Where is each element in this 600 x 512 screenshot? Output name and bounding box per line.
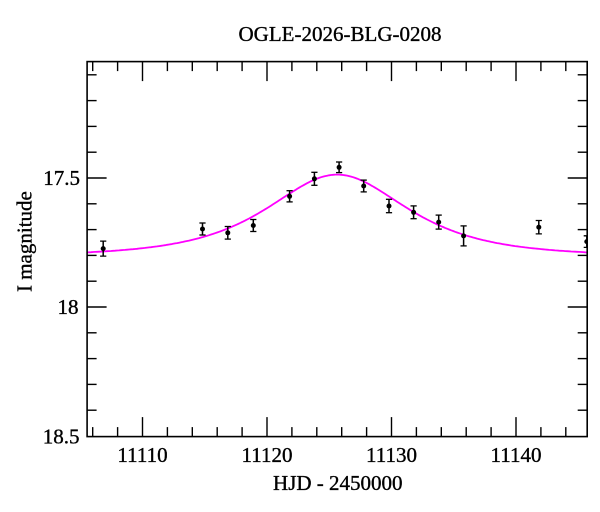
- svg-text:OGLE-2026-BLG-0208: OGLE-2026-BLG-0208: [239, 22, 442, 46]
- svg-text:17.5: 17.5: [43, 166, 80, 190]
- svg-text:18.5: 18.5: [43, 424, 80, 448]
- svg-text:11130: 11130: [366, 443, 417, 467]
- svg-text:11110: 11110: [117, 443, 167, 467]
- svg-text:11120: 11120: [242, 443, 293, 467]
- svg-text:I magnitude: I magnitude: [13, 191, 37, 292]
- svg-text:HJD - 2450000: HJD - 2450000: [273, 471, 403, 495]
- svg-text:18: 18: [58, 295, 79, 319]
- svg-text:11140: 11140: [491, 443, 542, 467]
